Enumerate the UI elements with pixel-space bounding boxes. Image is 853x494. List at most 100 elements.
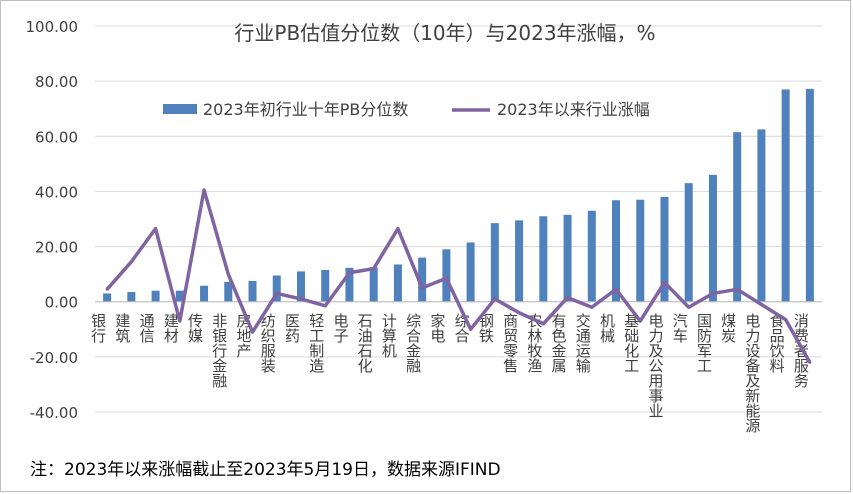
- line-point: [662, 280, 666, 284]
- legend-line-label: 2023年以来行业涨幅: [497, 100, 650, 119]
- line-point: [299, 297, 303, 301]
- line-point: [129, 260, 133, 264]
- x-tick-label: 通信: [138, 313, 156, 343]
- line-point: [347, 271, 351, 275]
- bar: [636, 199, 645, 302]
- bar: [272, 275, 281, 302]
- bar: [175, 290, 184, 302]
- x-tick-label: 商贸零售: [501, 313, 519, 373]
- bar: [781, 89, 790, 302]
- line-point: [202, 188, 206, 192]
- x-tick-label: 机械: [598, 313, 616, 343]
- line-point: [396, 227, 400, 231]
- bar: [539, 216, 548, 302]
- line-point: [444, 276, 448, 280]
- bar: [757, 129, 766, 302]
- bar: [805, 88, 814, 302]
- bar: [369, 267, 378, 302]
- bar: [321, 270, 330, 302]
- y-tick-label: 60.00: [35, 128, 78, 146]
- legend-bar-swatch: [163, 104, 197, 114]
- bar: [708, 174, 717, 302]
- x-tick-label: 非银行金融: [210, 313, 228, 388]
- line-point: [638, 319, 642, 323]
- bar: [733, 132, 742, 302]
- bar: [684, 183, 693, 302]
- y-tick-label: 20.00: [35, 239, 78, 257]
- line-point: [493, 297, 497, 301]
- x-tick-label: 汽车: [671, 313, 689, 343]
- x-tick-label: 房地产: [235, 313, 253, 358]
- line-point: [808, 360, 812, 364]
- bar: [490, 223, 499, 302]
- x-tick-label: 综合金融: [404, 313, 422, 373]
- line-point: [614, 287, 618, 291]
- x-tick-label: 食品饮料: [768, 313, 786, 373]
- line-point: [517, 311, 521, 315]
- x-tick-label: 基础化工: [622, 313, 640, 373]
- x-tick-label: 传媒: [186, 313, 204, 343]
- x-tick-label: 医药: [283, 313, 301, 344]
- bar: [587, 210, 596, 302]
- line-point: [105, 287, 109, 291]
- x-tick-label: 消费者服务: [792, 313, 810, 389]
- bar: [612, 200, 621, 302]
- x-tick-label: 建筑: [113, 313, 131, 344]
- line-point: [372, 267, 376, 271]
- bar: [200, 285, 209, 302]
- bar: [345, 267, 354, 302]
- line-point: [323, 304, 327, 308]
- y-tick-label: 40.00: [35, 183, 78, 201]
- y-tick-label: 0.00: [45, 294, 78, 312]
- bar: [418, 257, 427, 302]
- line-point: [566, 296, 570, 300]
- series-line: [105, 188, 812, 364]
- x-tick-label: 电子: [331, 313, 349, 343]
- line-point: [251, 330, 255, 334]
- line-point: [784, 318, 788, 322]
- x-tick-label: 建材: [162, 313, 180, 343]
- bar: [563, 214, 572, 302]
- x-tick-label: 交通运输: [574, 312, 592, 373]
- bar: [103, 293, 112, 302]
- line-point: [469, 327, 473, 331]
- bar: [660, 196, 669, 302]
- y-tick-label: 100.00: [26, 18, 79, 36]
- footnote: 注：2023年以来涨幅截止至2023年5月19日，数据来源IFIND: [30, 460, 501, 480]
- x-tick-label: 钢铁: [477, 313, 495, 343]
- bar: [224, 281, 233, 302]
- line-point: [759, 302, 763, 306]
- x-tick-label: 家电: [428, 313, 446, 343]
- line-point: [226, 272, 230, 276]
- x-tick-label: 石油石化: [356, 313, 374, 373]
- x-tick-label: 轻工制造: [307, 313, 325, 374]
- bar: [127, 292, 136, 302]
- bar: [515, 220, 524, 302]
- bar: [393, 264, 402, 302]
- line-point: [154, 227, 158, 231]
- line-point: [420, 286, 424, 290]
- x-tick-label: 计算机: [380, 313, 398, 359]
- x-tick-label: 煤炭: [719, 313, 737, 343]
- x-tick-label: 有色金属: [550, 313, 568, 373]
- bar: [442, 249, 451, 302]
- x-tick-label: 纺织服装: [259, 313, 277, 373]
- line-point: [687, 305, 691, 309]
- x-tick-label: 综合: [453, 313, 471, 343]
- bar: [296, 271, 305, 302]
- line-point: [735, 287, 739, 291]
- line-point: [541, 322, 545, 326]
- x-tick-label: 银行: [89, 313, 107, 344]
- y-tick-label: 80.00: [35, 73, 78, 91]
- x-tick-label: 农林牧渔: [525, 313, 543, 373]
- y-tick-label: -40.00: [30, 404, 78, 422]
- line-point: [275, 291, 279, 295]
- x-tick-label: 电力及公用事业: [646, 313, 664, 418]
- bar: [248, 281, 257, 302]
- bar: [466, 242, 475, 302]
- x-tick-label: 国防军工: [695, 313, 713, 373]
- legend-bar-label: 2023年初行业十年PB分位数: [203, 100, 408, 119]
- chart-title: 行业PB估值分位数（10年）与2023年涨幅，%: [234, 21, 655, 45]
